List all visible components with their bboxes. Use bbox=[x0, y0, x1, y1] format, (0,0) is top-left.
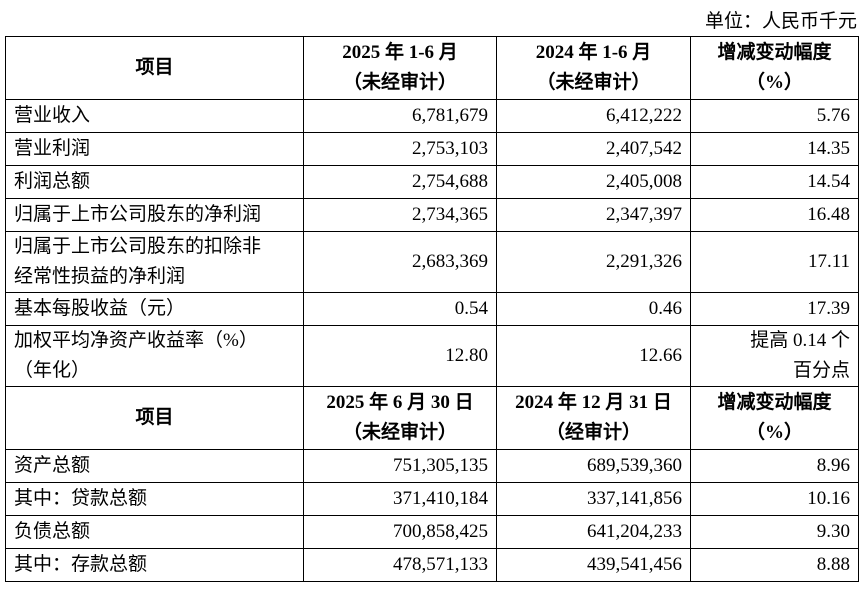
row-label: 加权平均净资产收益率（%） （年化） bbox=[5, 325, 304, 387]
data-row: 基本每股收益（元） 0.54 0.46 17.39 bbox=[5, 292, 859, 326]
value-cell: 2,291,326 bbox=[496, 231, 691, 293]
header-cell: 增减变动幅度 （%） bbox=[690, 36, 859, 100]
row-label: 其中：存款总额 bbox=[5, 548, 304, 582]
value-cell: 6,781,679 bbox=[303, 99, 497, 133]
cell-line: （未经审计） bbox=[342, 422, 457, 443]
row-label: 营业收入 bbox=[5, 99, 304, 133]
header-cell: 2025 年 1-6 月 （未经审计） bbox=[303, 36, 497, 100]
cell-line: （经审计） bbox=[545, 422, 641, 443]
value-cell: 9.30 bbox=[690, 515, 859, 549]
data-row: 归属于上市公司股东的净利润 2,734,365 2,347,397 16.48 bbox=[5, 198, 859, 232]
value-cell: 5.76 bbox=[690, 99, 859, 133]
value-cell: 2,347,397 bbox=[496, 198, 691, 232]
header-cell: 项目 bbox=[5, 386, 304, 450]
cell-line: 归属于上市公司股东的扣除非 bbox=[14, 236, 262, 257]
value-cell: 2,754,688 bbox=[303, 165, 497, 199]
cell-line: 提高 0.14 个 bbox=[750, 330, 850, 351]
header-cell: 项目 bbox=[5, 36, 304, 100]
row-label: 负债总额 bbox=[5, 515, 304, 549]
cell-line: 2025 年 6 月 30 日 bbox=[326, 392, 474, 413]
row-label: 归属于上市公司股东的净利润 bbox=[5, 198, 304, 232]
row-label: 归属于上市公司股东的扣除非 经常性损益的净利润 bbox=[5, 231, 304, 293]
value-cell: 641,204,233 bbox=[496, 515, 691, 549]
cell-line: 增减变动幅度 bbox=[717, 392, 832, 413]
cell-line: （未经审计） bbox=[342, 72, 457, 93]
header-cell: 增减变动幅度 （%） bbox=[690, 386, 859, 450]
data-row: 归属于上市公司股东的扣除非 经常性损益的净利润 2,683,369 2,291,326… bbox=[5, 231, 859, 293]
header-row: 项目 2025 年 1-6 月 （未经审计） 2024 年 1-6 月 （未经审计） 增减… bbox=[5, 36, 859, 100]
value-cell: 17.39 bbox=[690, 292, 859, 326]
value-cell: 0.46 bbox=[496, 292, 691, 326]
value-cell: 2,405,008 bbox=[496, 165, 691, 199]
row-label: 资产总额 bbox=[5, 449, 304, 483]
data-row: 其中：存款总额 478,571,133 439,541,456 8.88 bbox=[5, 548, 859, 582]
value-cell: 439,541,456 bbox=[496, 548, 691, 582]
header-cell: 2025 年 6 月 30 日 （未经审计） bbox=[303, 386, 497, 450]
cell-line: 2025 年 1-6 月 bbox=[342, 42, 458, 63]
header-cell: 2024 年 1-6 月 （未经审计） bbox=[496, 36, 691, 100]
value-cell: 371,410,184 bbox=[303, 482, 497, 516]
data-row: 加权平均净资产收益率（%） （年化） 12.80 12.66 提高 0.14 个百分点 bbox=[5, 325, 859, 387]
row-label: 其中：贷款总额 bbox=[5, 482, 304, 516]
value-cell: 8.96 bbox=[690, 449, 859, 483]
value-cell: 2,753,103 bbox=[303, 132, 497, 166]
value-cell: 10.16 bbox=[690, 482, 859, 516]
value-cell: 6,412,222 bbox=[496, 99, 691, 133]
cell-line: 加权平均净资产收益率（%） bbox=[14, 330, 258, 351]
unit-label: 单位：人民币千元 bbox=[704, 11, 857, 32]
data-row: 利润总额 2,754,688 2,405,008 14.54 bbox=[5, 165, 859, 199]
data-row: 负债总额 700,858,425 641,204,233 9.30 bbox=[5, 515, 859, 549]
value-cell: 2,734,365 bbox=[303, 198, 497, 232]
header-cell: 2024 年 12 月 31 日 （经审计） bbox=[496, 386, 691, 450]
cell-line: 经常性损益的净利润 bbox=[14, 266, 186, 287]
value-cell: 337,141,856 bbox=[496, 482, 691, 516]
value-cell: 700,858,425 bbox=[303, 515, 497, 549]
value-cell: 14.35 bbox=[690, 132, 859, 166]
data-row: 其中：贷款总额 371,410,184 337,141,856 10.16 bbox=[5, 482, 859, 516]
data-row: 资产总额 751,305,135 689,539,360 8.96 bbox=[5, 449, 859, 483]
value-cell: 提高 0.14 个百分点 bbox=[690, 325, 859, 387]
financial-table: 项目 2025 年 1-6 月 （未经审计） 2024 年 1-6 月 （未经审计） 增减… bbox=[5, 36, 859, 582]
value-cell: 14.54 bbox=[690, 165, 859, 199]
value-cell: 478,571,133 bbox=[303, 548, 497, 582]
value-cell: 17.11 bbox=[690, 231, 859, 293]
value-cell: 2,407,542 bbox=[496, 132, 691, 166]
cell-line: （%） bbox=[745, 422, 803, 443]
value-cell: 689,539,360 bbox=[496, 449, 691, 483]
row-label: 利润总额 bbox=[5, 165, 304, 199]
header-row: 项目 2025 年 6 月 30 日 （未经审计） 2024 年 12 月 31 日 （… bbox=[5, 386, 859, 450]
cell-line: （未经审计） bbox=[536, 72, 651, 93]
value-cell: 2,683,369 bbox=[303, 231, 497, 293]
value-cell: 12.66 bbox=[496, 325, 691, 387]
cell-line: 2024 年 1-6 月 bbox=[535, 42, 652, 63]
value-cell: 0.54 bbox=[303, 292, 497, 326]
cell-line: 2024 年 12 月 31 日 bbox=[515, 392, 672, 413]
cell-line: （年化） bbox=[14, 360, 91, 381]
value-cell: 8.88 bbox=[690, 548, 859, 582]
row-label: 基本每股收益（元） bbox=[5, 292, 304, 326]
cell-line: （%） bbox=[745, 72, 803, 93]
value-cell: 12.80 bbox=[303, 325, 497, 387]
cell-line: 项目 bbox=[135, 57, 174, 78]
data-row: 营业收入 6,781,679 6,412,222 5.76 bbox=[5, 99, 859, 133]
data-row: 营业利润 2,753,103 2,407,542 14.35 bbox=[5, 132, 859, 166]
row-label: 营业利润 bbox=[5, 132, 304, 166]
value-cell: 751,305,135 bbox=[303, 449, 497, 483]
cell-line: 百分点 bbox=[792, 360, 850, 381]
value-cell: 16.48 bbox=[690, 198, 859, 232]
cell-line: 项目 bbox=[135, 407, 174, 428]
cell-line: 增减变动幅度 bbox=[717, 42, 832, 63]
